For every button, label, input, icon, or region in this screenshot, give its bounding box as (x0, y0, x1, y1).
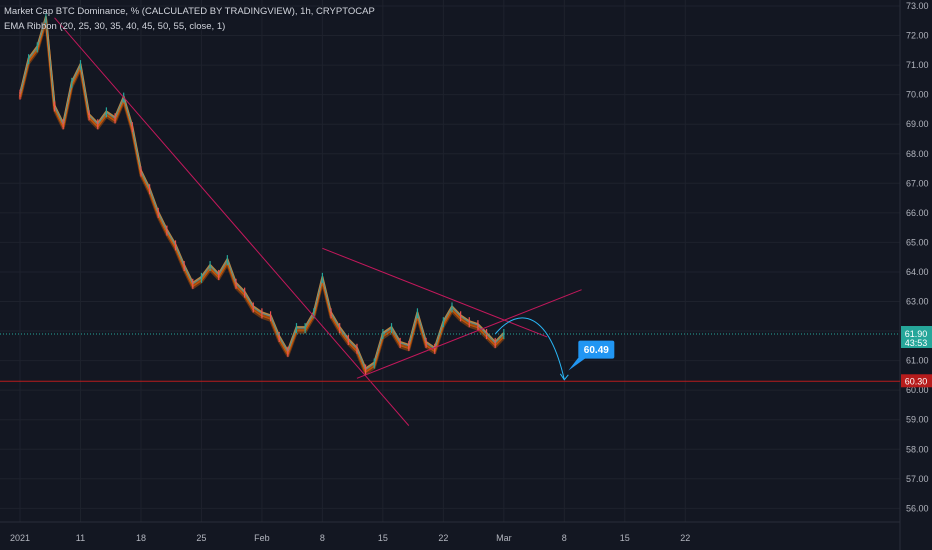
x-tick-label: 22 (438, 533, 448, 543)
y-tick-label: 65.00 (906, 237, 929, 247)
x-tick-label: 11 (76, 533, 85, 543)
legend-symbol-title[interactable]: Market Cap BTC Dominance, % (CALCULATED … (4, 6, 375, 17)
x-tick-label: 8 (320, 533, 325, 543)
x-tick-label: 22 (680, 533, 690, 543)
projection-arrow (494, 317, 565, 380)
target-callout-pointer (568, 357, 587, 371)
y-tick-label: 60.00 (906, 385, 929, 395)
y-tick-label: 66.00 (906, 208, 929, 218)
y-tick-label: 56.00 (906, 503, 929, 513)
support-price-value: 60.30 (905, 376, 928, 386)
triangle-upper-line (322, 247, 548, 338)
x-tick-label: 8 (562, 533, 567, 543)
x-tick-label: Mar (496, 533, 512, 543)
legend-indicator-title[interactable]: EMA Ribbon (20, 25, 30, 35, 40, 45, 50, … (4, 21, 226, 32)
current-price-value: 61.90 (905, 329, 928, 339)
target-callout (578, 340, 615, 359)
x-tick-label: 15 (378, 533, 388, 543)
x-tick-label: 25 (196, 533, 206, 543)
y-tick-label: 71.00 (906, 60, 929, 70)
x-tick-label: 15 (620, 533, 630, 543)
support-price-badge (901, 374, 932, 388)
current-price-badge (901, 326, 932, 349)
triangle-lower-line (356, 289, 582, 379)
y-tick-label: 68.00 (906, 149, 929, 159)
y-tick-label: 69.00 (906, 119, 929, 129)
bar-countdown: 43:53 (905, 338, 928, 348)
y-tick-label: 57.00 (906, 474, 929, 484)
y-tick-label: 59.00 (906, 415, 929, 425)
projection-arrow-head (559, 373, 569, 381)
y-tick-label: 64.00 (906, 267, 929, 277)
descending-trendline (54, 17, 410, 426)
y-tick-label: 61.00 (906, 356, 929, 366)
y-tick-label: 58.00 (906, 444, 929, 454)
y-tick-label: 72.00 (906, 31, 929, 41)
y-tick-label: 67.00 (906, 178, 929, 188)
y-tick-label: 73.00 (906, 1, 929, 11)
chart-legend: Market Cap BTC Dominance, % (CALCULATED … (4, 4, 375, 34)
x-tick-label: 18 (136, 533, 146, 543)
x-tick-label: 2021 (10, 533, 30, 543)
y-tick-label: 70.00 (906, 90, 929, 100)
target-value: 60.49 (584, 345, 609, 356)
y-tick-label: 63.00 (906, 297, 929, 307)
x-tick-label: Feb (254, 533, 270, 543)
